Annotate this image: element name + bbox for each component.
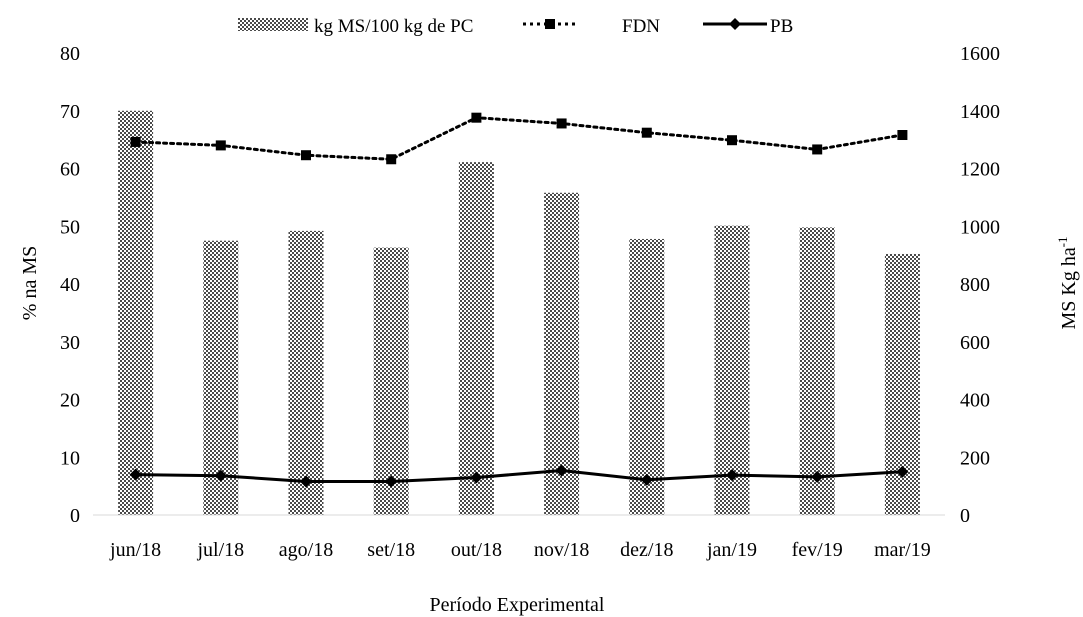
y-left-tick-label: 80 bbox=[60, 43, 80, 65]
y-axis-left-title: % na MS bbox=[19, 246, 41, 320]
x-axis-title: Período Experimental bbox=[430, 594, 605, 616]
y-axis-right-title-superscript: -1 bbox=[1055, 236, 1070, 247]
y-left-tick-label: 60 bbox=[60, 159, 80, 181]
y-right-tick-label: 800 bbox=[960, 274, 990, 296]
bar-jul/18 bbox=[203, 240, 239, 515]
fdn-point-nov/18 bbox=[556, 118, 567, 129]
y-axis-right-ticks: 0 200 400 600 800 1000 1200 1400 1600 bbox=[960, 43, 1000, 527]
fdn-point-jul/18 bbox=[215, 140, 226, 151]
fdn-point-out/18 bbox=[471, 112, 482, 123]
fdn-point-dez/18 bbox=[641, 127, 652, 138]
bar-out/18 bbox=[458, 162, 494, 515]
y-right-tick-label: 200 bbox=[960, 447, 990, 469]
legend: kg MS/100 kg de PC FDN PB bbox=[238, 16, 793, 37]
fdn-point-ago/18 bbox=[301, 150, 311, 161]
x-tick-label: dez/18 bbox=[620, 539, 673, 561]
bar-set/18 bbox=[373, 247, 409, 515]
pb-point-nov/18 bbox=[555, 464, 568, 477]
fdn-line bbox=[134, 116, 904, 161]
fdn-point-mar/19 bbox=[897, 130, 908, 141]
x-axis-ticks: jun/18 jul/18 ago/18 set/18 out/18 nov/18 dez/… bbox=[109, 539, 931, 561]
legend-marker-pb bbox=[729, 18, 741, 30]
x-tick-label: ago/18 bbox=[279, 539, 333, 561]
x-tick-label: out/18 bbox=[451, 539, 502, 561]
y-axis-left-ticks: 0 10 20 30 40 50 60 70 80 bbox=[60, 43, 80, 527]
fdn-point-set/18 bbox=[386, 154, 397, 165]
x-tick-label: nov/18 bbox=[534, 539, 590, 561]
y-right-tick-label: 600 bbox=[960, 332, 990, 354]
x-tick-label: fev/19 bbox=[792, 539, 843, 561]
pb-line bbox=[135, 469, 903, 484]
x-tick-label: jan/19 bbox=[706, 539, 757, 561]
bar-jun/18 bbox=[118, 110, 154, 515]
pb-point-ago/18 bbox=[300, 475, 312, 488]
y-right-tick-label: 1400 bbox=[960, 101, 1000, 123]
pb-point-set/18 bbox=[385, 475, 398, 488]
pb-point-mar/19 bbox=[896, 465, 909, 478]
bar-fev/19 bbox=[799, 227, 835, 515]
x-tick-label: jul/18 bbox=[196, 539, 244, 561]
pb-point-jan/19 bbox=[726, 469, 738, 482]
bar-nov/18 bbox=[544, 192, 580, 515]
pb-point-fev/19 bbox=[811, 470, 824, 483]
y-right-tick-label: 0 bbox=[960, 505, 970, 527]
x-tick-label: mar/19 bbox=[874, 539, 931, 561]
y-left-tick-label: 30 bbox=[60, 332, 80, 354]
bar-dez/18 bbox=[629, 238, 665, 515]
fdn-point-jan/19 bbox=[727, 135, 737, 146]
y-left-tick-label: 0 bbox=[70, 505, 80, 527]
legend-label-bars: kg MS/100 kg de PC bbox=[314, 16, 473, 37]
bar-series bbox=[118, 110, 920, 516]
pb-point-out/18 bbox=[470, 471, 483, 484]
y-right-tick-label: 400 bbox=[960, 390, 990, 412]
y-left-tick-label: 50 bbox=[60, 216, 80, 238]
pb-point-jun/18 bbox=[129, 468, 142, 481]
fdn-point-jun/18 bbox=[130, 136, 141, 147]
legend-swatch-bars bbox=[238, 18, 308, 31]
legend-label-pb: PB bbox=[770, 16, 793, 37]
bar-ago/18 bbox=[288, 230, 324, 515]
y-axis-right-title-base: MS Kg ha bbox=[1058, 247, 1080, 329]
y-right-tick-label: 1200 bbox=[960, 159, 1000, 181]
x-tick-label: set/18 bbox=[367, 539, 415, 561]
y-right-tick-label: 1000 bbox=[960, 216, 1000, 238]
x-tick-label: jun/18 bbox=[109, 539, 161, 561]
line-series bbox=[129, 112, 909, 488]
legend-label-fdn: FDN bbox=[622, 16, 660, 37]
y-left-tick-label: 70 bbox=[60, 101, 80, 123]
y-left-tick-label: 10 bbox=[60, 447, 80, 469]
fdn-point-fev/19 bbox=[812, 144, 823, 155]
y-left-tick-label: 20 bbox=[60, 390, 80, 412]
y-left-tick-label: 40 bbox=[60, 274, 80, 296]
y-right-tick-label: 1600 bbox=[960, 43, 1000, 65]
pb-point-jul/18 bbox=[214, 469, 227, 482]
y-axis-right-title: MS Kg ha-1 bbox=[1055, 236, 1080, 329]
pb-point-dez/18 bbox=[640, 473, 653, 486]
legend-marker-fdn bbox=[545, 19, 555, 29]
bar-jan/19 bbox=[714, 225, 750, 516]
